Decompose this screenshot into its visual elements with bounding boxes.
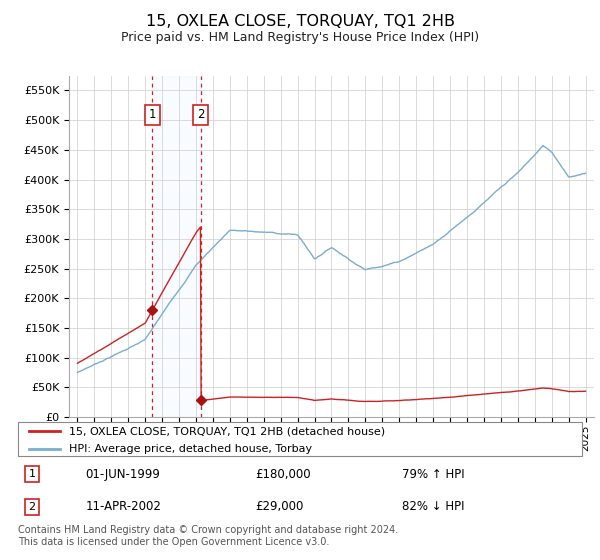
Text: £180,000: £180,000 <box>255 468 311 480</box>
Text: 79% ↑ HPI: 79% ↑ HPI <box>401 468 464 480</box>
Text: 15, OXLEA CLOSE, TORQUAY, TQ1 2HB: 15, OXLEA CLOSE, TORQUAY, TQ1 2HB <box>146 14 455 29</box>
Text: 1: 1 <box>29 469 35 479</box>
Text: 11-APR-2002: 11-APR-2002 <box>86 501 161 514</box>
Text: Price paid vs. HM Land Registry's House Price Index (HPI): Price paid vs. HM Land Registry's House … <box>121 31 479 44</box>
Text: £29,000: £29,000 <box>255 501 303 514</box>
Text: 2: 2 <box>29 502 35 512</box>
Bar <box>152 76 201 417</box>
FancyBboxPatch shape <box>18 422 582 456</box>
Text: 2: 2 <box>197 109 205 122</box>
Text: Contains HM Land Registry data © Crown copyright and database right 2024.
This d: Contains HM Land Registry data © Crown c… <box>18 525 398 547</box>
Text: 15, OXLEA CLOSE, TORQUAY, TQ1 2HB (detached house): 15, OXLEA CLOSE, TORQUAY, TQ1 2HB (detac… <box>69 426 385 436</box>
Text: 82% ↓ HPI: 82% ↓ HPI <box>401 501 464 514</box>
Text: HPI: Average price, detached house, Torbay: HPI: Average price, detached house, Torb… <box>69 444 312 454</box>
Text: 01-JUN-1999: 01-JUN-1999 <box>86 468 161 480</box>
Text: 1: 1 <box>149 109 156 122</box>
